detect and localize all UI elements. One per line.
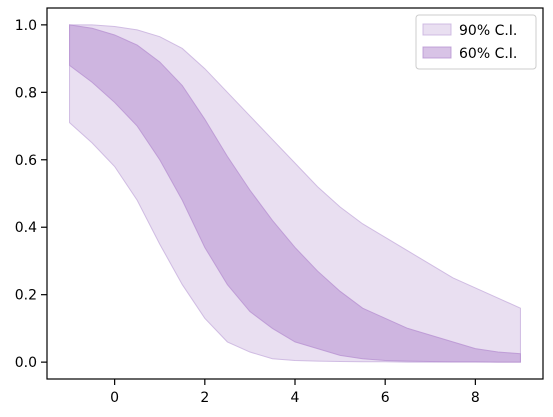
legend-label: 90% C.I. [459, 23, 517, 39]
legend-label: 60% C.I. [459, 46, 517, 62]
band-60-c-i [69, 24, 521, 363]
x-tick-label: 4 [291, 390, 300, 406]
y-tick-label: 0.8 [15, 85, 37, 101]
legend: 90% C.I. 60% C.I. [415, 14, 537, 70]
x-tick-label: 2 [200, 390, 209, 406]
y-axis: 0.0 0.2 0.4 0.6 0.8 1.0 [15, 18, 47, 371]
confidence-bands [69, 24, 521, 363]
x-tick-label: 8 [471, 390, 480, 406]
y-tick-label: 0.6 [15, 153, 37, 169]
legend-swatch [422, 23, 452, 36]
y-tick-label: 0.2 [15, 288, 37, 304]
legend-swatch [422, 46, 452, 59]
x-axis: 0 2 4 6 8 [110, 379, 480, 406]
x-tick-label: 0 [110, 390, 119, 406]
y-tick-label: 0.4 [15, 220, 37, 236]
x-tick-label: 6 [381, 390, 390, 406]
y-tick-label: 0.0 [15, 355, 37, 371]
y-tick-label: 1.0 [15, 18, 37, 34]
